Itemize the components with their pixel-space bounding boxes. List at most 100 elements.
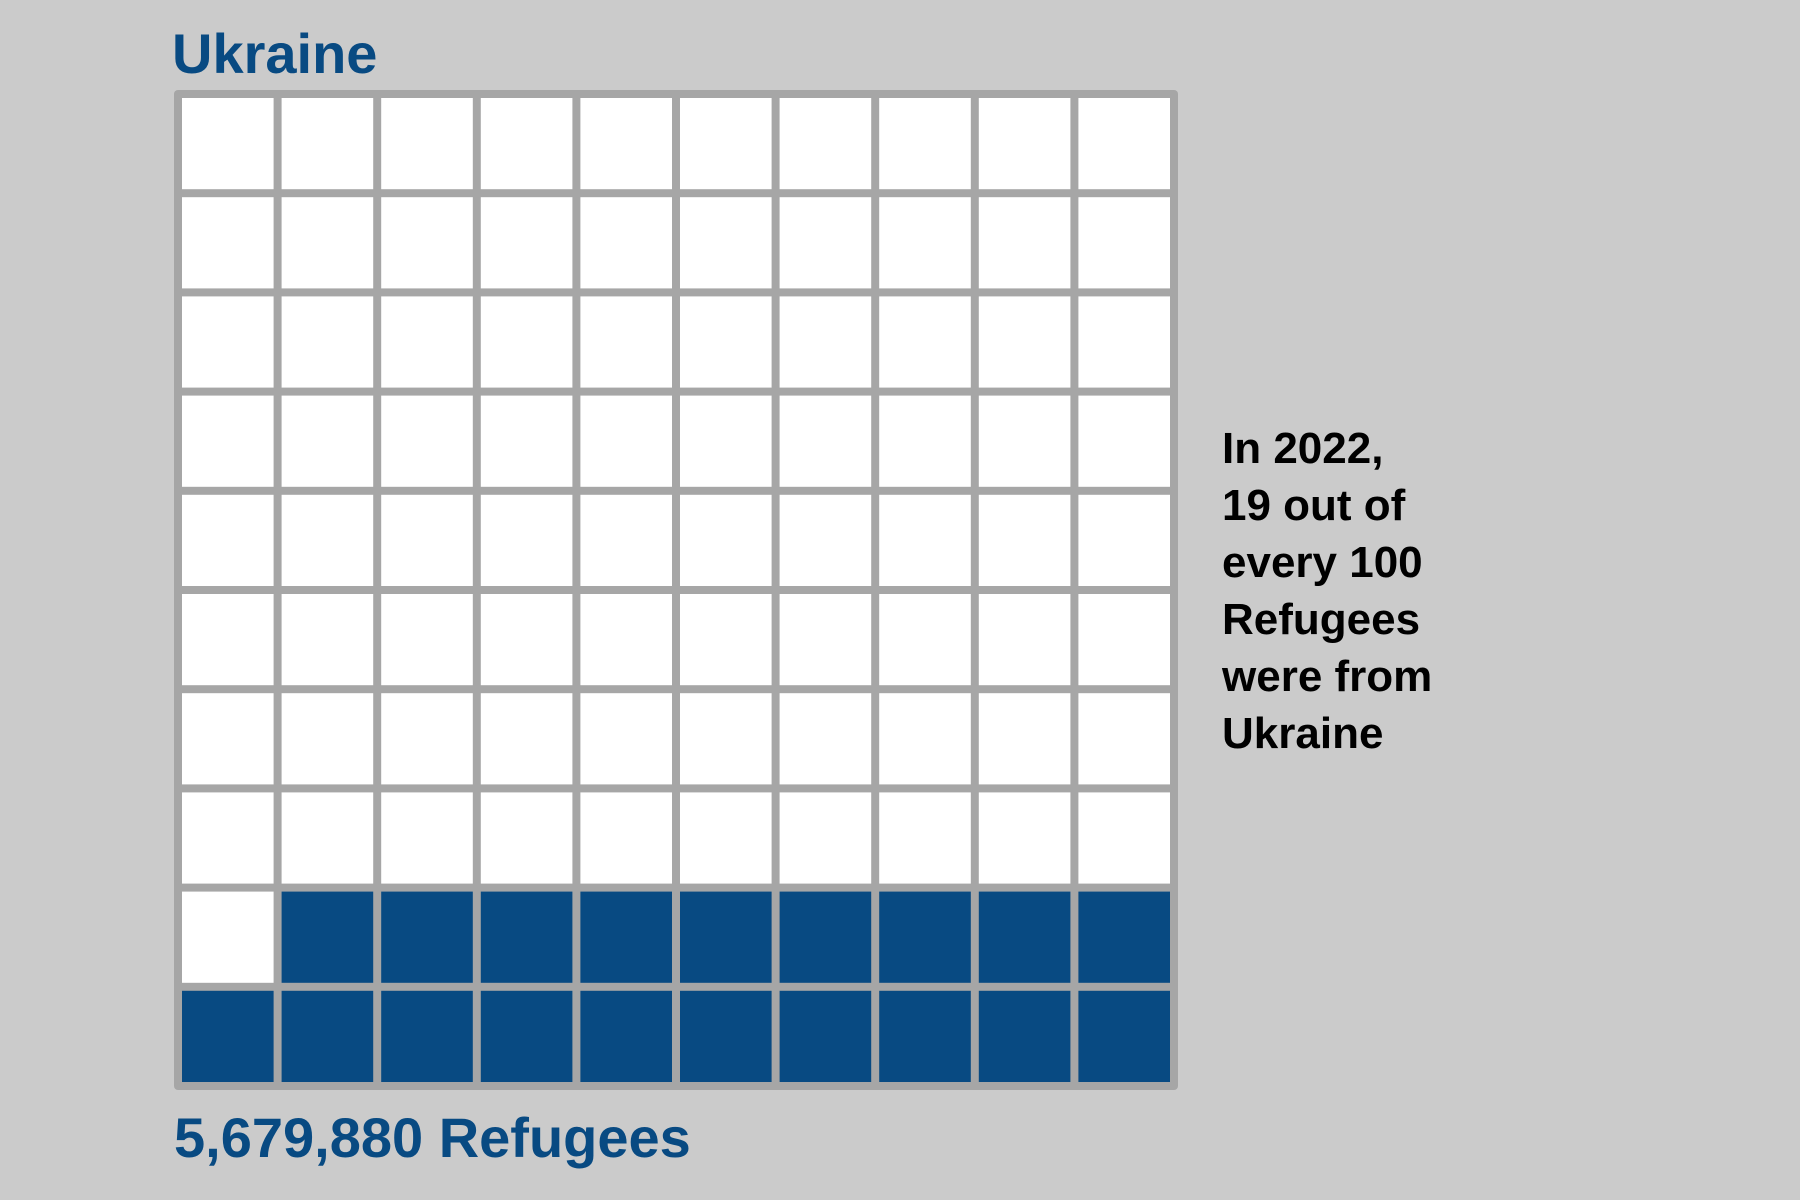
annotation-line-5: were from <box>1222 652 1433 701</box>
waffle-cell-empty <box>978 693 1071 785</box>
waffle-cell-filled <box>978 990 1071 1082</box>
waffle-cell-empty <box>381 98 473 190</box>
waffle-cell-empty <box>182 693 274 785</box>
waffle-cell-empty <box>580 494 672 586</box>
waffle-chart <box>174 90 1178 1090</box>
waffle-cell-empty <box>879 792 971 884</box>
waffle-cell-empty <box>978 197 1071 289</box>
waffle-cell-empty <box>281 494 374 586</box>
waffle-cell-empty <box>680 594 772 686</box>
waffle-cell-filled <box>281 990 374 1082</box>
waffle-cell-filled <box>281 891 374 983</box>
waffle-cell-empty <box>978 594 1071 686</box>
waffle-cell-empty <box>281 792 374 884</box>
annotation-line-3: every 100 <box>1222 538 1423 587</box>
waffle-cell-empty <box>480 494 573 586</box>
waffle-cell-empty <box>182 494 274 586</box>
waffle-cell-filled <box>680 990 772 1082</box>
waffle-cell-empty <box>680 792 772 884</box>
waffle-cell-empty <box>281 594 374 686</box>
waffle-cell-empty <box>580 296 672 388</box>
waffle-cell-empty <box>381 296 473 388</box>
waffle-cell-empty <box>680 197 772 289</box>
waffle-cell-empty <box>779 693 872 785</box>
waffle-cell-empty <box>381 792 473 884</box>
annotation-line-4: Refugees <box>1222 595 1421 644</box>
annotation-line-1: In 2022, <box>1222 424 1384 473</box>
waffle-cell-empty <box>381 197 473 289</box>
waffle-cell-filled <box>779 891 872 983</box>
waffle-cell-empty <box>1078 296 1170 388</box>
waffle-cell-empty <box>182 792 274 884</box>
waffle-cell-filled <box>580 891 672 983</box>
waffle-cell-empty <box>182 197 274 289</box>
waffle-cell-empty <box>779 296 872 388</box>
waffle-cell-empty <box>580 395 672 487</box>
waffle-cell-empty <box>978 792 1071 884</box>
waffle-cell-empty <box>680 693 772 785</box>
waffle-cell-empty <box>281 395 374 487</box>
waffle-cell-empty <box>480 594 573 686</box>
waffle-cell-empty <box>879 296 971 388</box>
waffle-cell-filled <box>381 891 473 983</box>
waffle-cell-empty <box>680 98 772 190</box>
waffle-cell-empty <box>680 395 772 487</box>
refugee-count-value: 5,679,880 <box>174 1106 424 1169</box>
waffle-cell-empty <box>779 395 872 487</box>
waffle-cell-empty <box>580 792 672 884</box>
waffle-cell-empty <box>879 197 971 289</box>
waffle-cell-empty <box>779 594 872 686</box>
waffle-cell-empty <box>779 792 872 884</box>
annotation-line-6: Ukraine <box>1222 709 1384 758</box>
annotation-line-2: 19 out of <box>1222 481 1406 530</box>
waffle-cell-filled <box>680 891 772 983</box>
waffle-cell-empty <box>182 395 274 487</box>
waffle-cell-empty <box>182 296 274 388</box>
waffle-cell-empty <box>381 594 473 686</box>
waffle-cell-empty <box>1078 197 1170 289</box>
waffle-cell-empty <box>580 594 672 686</box>
waffle-cell-empty <box>1078 693 1170 785</box>
waffle-cell-empty <box>879 98 971 190</box>
waffle-cell-empty <box>480 693 573 785</box>
waffle-cell-empty <box>381 494 473 586</box>
waffle-cell-empty <box>182 594 274 686</box>
waffle-cell-empty <box>1078 494 1170 586</box>
waffle-cell-empty <box>381 693 473 785</box>
waffle-cell-empty <box>480 98 573 190</box>
waffle-cell-empty <box>580 197 672 289</box>
refugee-count-label: 5,679,880 Refugees <box>174 1102 691 1174</box>
waffle-cell-empty <box>281 296 374 388</box>
waffle-cell-empty <box>779 98 872 190</box>
waffle-cell-empty <box>281 693 374 785</box>
waffle-cell-empty <box>978 395 1071 487</box>
waffle-cell-empty <box>281 98 374 190</box>
waffle-cell-empty <box>779 494 872 586</box>
waffle-cell-empty <box>281 197 374 289</box>
waffle-cell-empty <box>879 494 971 586</box>
waffle-cell-empty <box>480 395 573 487</box>
waffle-cell-filled <box>1078 891 1170 983</box>
waffle-cell-empty <box>182 891 274 983</box>
waffle-cell-empty <box>1078 594 1170 686</box>
waffle-cell-empty <box>480 792 573 884</box>
waffle-cell-empty <box>879 594 971 686</box>
waffle-cell-empty <box>680 494 772 586</box>
waffle-cell-filled <box>779 990 872 1082</box>
waffle-cell-empty <box>580 693 672 785</box>
waffle-cell-filled <box>480 990 573 1082</box>
waffle-cell-filled <box>580 990 672 1082</box>
waffle-cell-empty <box>1078 395 1170 487</box>
waffle-svg <box>174 90 1178 1090</box>
waffle-cell-empty <box>381 395 473 487</box>
waffle-cell-empty <box>1078 792 1170 884</box>
annotation-text: In 2022, 19 out of every 100 Refugees we… <box>1222 420 1722 762</box>
waffle-cell-empty <box>978 98 1071 190</box>
waffle-cell-filled <box>480 891 573 983</box>
waffle-cell-empty <box>1078 98 1170 190</box>
waffle-cell-empty <box>978 296 1071 388</box>
waffle-cell-filled <box>978 891 1071 983</box>
waffle-cell-empty <box>879 693 971 785</box>
waffle-cell-filled <box>879 990 971 1082</box>
waffle-cell-empty <box>680 296 772 388</box>
